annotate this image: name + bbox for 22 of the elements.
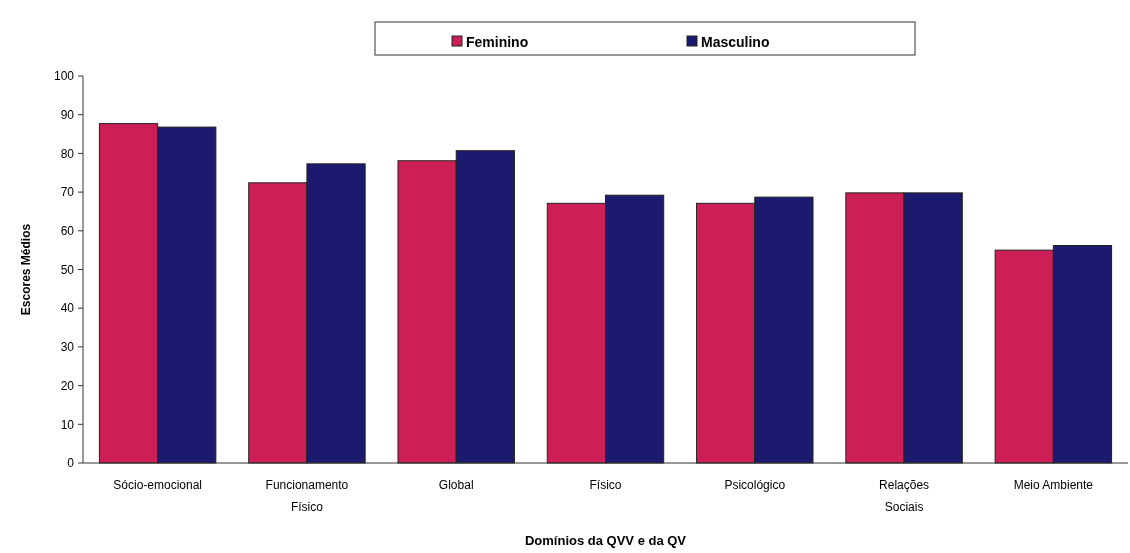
y-tick-label: 20 xyxy=(60,378,75,393)
y-tick-label: 100 xyxy=(53,69,75,84)
x-tick-label: Meio Ambiente xyxy=(1013,478,1094,492)
y-tick-label: 0 xyxy=(67,456,75,471)
x-tick-label: Sócio-emocional xyxy=(113,478,202,492)
x-tick-label: Psicológico xyxy=(724,478,786,492)
legend-label: Feminino xyxy=(466,33,529,50)
x-tick-label: Global xyxy=(438,478,474,492)
y-tick-label: 80 xyxy=(60,146,75,161)
legend-label: Masculino xyxy=(701,33,770,50)
x-tick-label: Relações Sociais xyxy=(879,478,930,514)
y-tick-label: 70 xyxy=(60,185,75,200)
x-axis-title: Domínios da QVV e da QV xyxy=(524,533,687,548)
y-tick-label: 60 xyxy=(60,224,75,238)
y-tick-label: 40 xyxy=(60,301,75,316)
y-tick-label: 10 xyxy=(60,417,75,432)
y-tick-label: 90 xyxy=(60,107,75,122)
x-tick-label: Físico xyxy=(589,478,622,492)
y-axis-title: Escores Médios xyxy=(19,223,33,316)
y-tick-label: 50 xyxy=(60,262,75,277)
x-tick-label: Funcionamento Físico xyxy=(265,478,349,514)
y-tick-label: 30 xyxy=(60,340,75,355)
